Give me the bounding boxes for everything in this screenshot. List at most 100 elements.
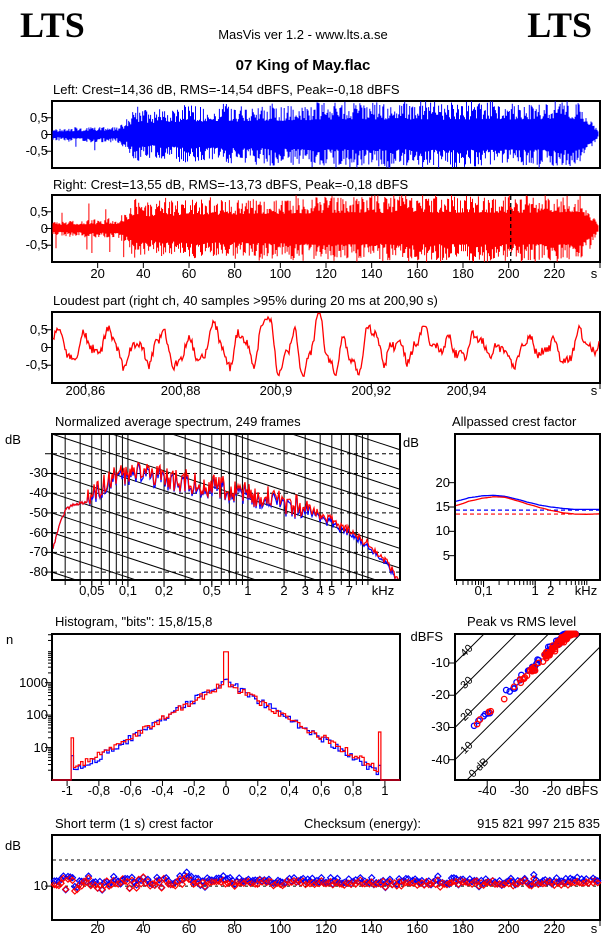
tick-label: 0,5 (29, 203, 48, 219)
short-term-ylabel: dB (5, 838, 21, 853)
tick-label: -0,8 (87, 783, 111, 798)
tick-label: 0,6 (312, 783, 331, 798)
tick-label: 40 (136, 921, 151, 936)
tick-label: 0,4 (280, 783, 299, 798)
axis-unit-label: s (590, 266, 598, 281)
axis-unit-label: s (590, 383, 598, 398)
tick-label: -40 (29, 485, 48, 501)
spectrum-ylabel: dB (5, 432, 21, 447)
app-version-info: MasVis ver 1.2 - www.lts.a.se (218, 27, 388, 42)
tick-label: 0,8 (344, 783, 363, 798)
tick-label: 120 (315, 921, 337, 936)
tick-label: -1 (61, 783, 73, 798)
tick-label: 220 (543, 266, 566, 281)
tick-label: 7 (345, 583, 353, 598)
tick-label: -50 (29, 504, 48, 520)
tick-label: 100 (26, 707, 48, 723)
tick-label: -70 (29, 544, 48, 560)
axis-unit-label: kHz (574, 583, 598, 598)
lts-logo-right: LTS (527, 5, 592, 45)
tick-label: 220 (543, 921, 566, 936)
tick-label: 0 (40, 126, 48, 142)
tick-label: 20 (90, 921, 105, 936)
allpassed-crest-title: Allpassed crest factor (452, 414, 577, 429)
tick-label: 180 (452, 266, 474, 281)
tick-label: 10 (33, 739, 48, 755)
tick-label: 80 (227, 921, 242, 936)
tick-label: 0 (40, 220, 48, 236)
peak-vs-rms-title: Peak vs RMS level (467, 614, 577, 629)
tick-label: 1 (381, 783, 389, 798)
tick-label: 120 (315, 266, 337, 281)
tick-label: -30 (431, 719, 450, 735)
tick-label: 0,05 (79, 583, 105, 598)
tick-label: -30 (510, 783, 529, 798)
tick-label: 200,9 (259, 383, 293, 398)
checksum-value: 915 821 997 215 835 (477, 816, 600, 831)
loudest-part-title: Loudest part (right ch, 40 samples >95% … (53, 293, 438, 308)
axis-unit-label: s (590, 921, 598, 936)
tick-label: 140 (360, 921, 383, 936)
tick-label: -0,2 (183, 783, 206, 798)
tick-label: 200,94 (446, 383, 487, 398)
tick-label: 0 (40, 339, 48, 355)
tick-label: 20 (435, 474, 450, 490)
short-term-crest-title: Short term (1 s) crest factor (55, 816, 214, 831)
tick-label: -20 (431, 687, 450, 703)
tick-label: 3 (301, 583, 309, 598)
axis-unit-label: dBFS (565, 783, 599, 798)
tick-label: -40 (477, 783, 497, 798)
tick-label: 5 (328, 583, 336, 598)
tick-label: 0,1 (118, 583, 137, 598)
tick-label: 1000 (19, 674, 48, 690)
tick-label: 0 (222, 783, 230, 798)
tick-label: -10 (431, 655, 450, 670)
tick-label: 2 (280, 583, 288, 598)
spectrum-title: Normalized average spectrum, 249 frames (55, 414, 301, 429)
tick-label: 20 (90, 266, 105, 281)
tick-label: 60 (181, 266, 197, 281)
tick-label: -0,6 (119, 783, 142, 798)
histogram-title: Histogram, "bits": 15,8/15,8 (55, 614, 213, 629)
page-title: 07 King of May.flac (235, 57, 371, 74)
tick-label: 100 (269, 921, 292, 936)
tick-label: 180 (452, 921, 474, 936)
tick-label: 140 (360, 266, 383, 281)
histogram-ylabel: n (6, 632, 14, 647)
tick-label: -0,5 (25, 357, 48, 373)
tick-label: 0,5 (202, 583, 221, 598)
checksum-label: Checksum (energy): (304, 816, 422, 831)
tick-label: 200,88 (160, 383, 201, 398)
tick-label: 200,92 (351, 383, 392, 398)
tick-label: -60 (29, 524, 48, 540)
tick-label: 2 (547, 583, 555, 598)
tick-label: 0,2 (155, 583, 174, 598)
tick-label: 160 (406, 266, 429, 281)
right-waveform-title: Right: Crest=13,55 dB, RMS=-13,73 dBFS, … (53, 177, 409, 192)
axis-unit-label: kHz (371, 583, 395, 598)
tick-label: -20 (542, 783, 562, 798)
tick-label: 10 (33, 878, 48, 894)
tick-label: 60 (181, 921, 197, 936)
peak-vs-rms-ylabel: dBFS (410, 629, 443, 644)
tick-label: 0,5 (29, 321, 48, 337)
tick-label: 5 (442, 547, 450, 563)
tick-label: 0,5 (29, 109, 48, 125)
tick-label: -40 (431, 751, 450, 767)
tick-label: 80 (227, 266, 242, 281)
tick-label: 0,1 (474, 583, 493, 598)
tick-label: 10 (435, 523, 450, 539)
tick-label: 200 (497, 921, 520, 936)
tick-label: -30 (29, 465, 48, 481)
tick-label: -80 (29, 564, 48, 580)
tick-label: 100 (269, 266, 292, 281)
tick-label: 40 (136, 266, 151, 281)
tick-label: 1 (244, 583, 252, 598)
tick-label: -0,5 (25, 143, 48, 159)
tick-label: 200,86 (65, 383, 106, 398)
tick-label: -0,5 (25, 237, 48, 253)
lts-logo-left: LTS (20, 5, 85, 45)
tick-label: 0,2 (248, 783, 267, 798)
